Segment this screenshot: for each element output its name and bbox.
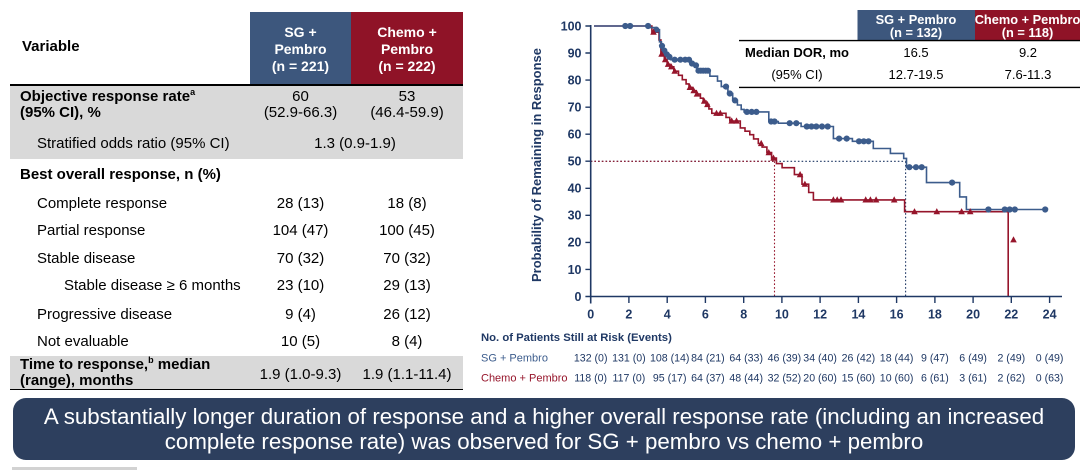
svg-text:12: 12 — [813, 308, 827, 322]
svg-text:40: 40 — [568, 182, 582, 196]
svg-text:Median DOR, mo: Median DOR, mo — [745, 45, 849, 60]
svg-text:10: 10 — [568, 263, 582, 277]
svg-text:SG + Pembro: SG + Pembro — [481, 353, 548, 365]
svg-text:48 (44): 48 (44) — [729, 373, 763, 385]
svg-text:117 (0): 117 (0) — [613, 373, 646, 385]
svg-text:9 (47): 9 (47) — [921, 353, 949, 365]
svg-text:22: 22 — [1004, 308, 1018, 322]
svg-text:Chemo + Pembro: Chemo + Pembro — [975, 12, 1080, 27]
svg-text:10: 10 — [775, 308, 789, 322]
svg-text:108 (14): 108 (14) — [650, 353, 689, 365]
svg-text:80: 80 — [568, 73, 582, 87]
svg-text:0: 0 — [587, 308, 594, 322]
svg-text:(n = 132): (n = 132) — [890, 25, 942, 40]
svg-text:4: 4 — [664, 308, 671, 322]
svg-text:No. of Patients Still at Risk: No. of Patients Still at Risk (Events) — [481, 332, 672, 344]
svg-text:0: 0 — [575, 290, 582, 304]
svg-text:70: 70 — [568, 101, 582, 115]
svg-text:34 (40): 34 (40) — [803, 353, 837, 365]
svg-text:132 (0): 132 (0) — [574, 353, 608, 365]
svg-text:100: 100 — [561, 19, 582, 33]
svg-text:(95% CI): (95% CI) — [771, 67, 822, 82]
svg-text:6 (61): 6 (61) — [921, 373, 949, 385]
svg-text:8: 8 — [740, 308, 747, 322]
svg-text:64 (37): 64 (37) — [691, 373, 725, 385]
svg-text:20: 20 — [966, 308, 980, 322]
svg-text:9.2: 9.2 — [1019, 45, 1037, 60]
svg-text:30: 30 — [568, 209, 582, 223]
svg-text:12.7-19.5: 12.7-19.5 — [889, 67, 944, 82]
svg-text:16.5: 16.5 — [903, 45, 928, 60]
svg-text:2 (49): 2 (49) — [997, 353, 1025, 365]
svg-text:60: 60 — [568, 128, 582, 142]
svg-text:0 (49): 0 (49) — [1036, 353, 1064, 365]
svg-text:10 (60): 10 (60) — [880, 373, 914, 385]
svg-text:6: 6 — [702, 308, 709, 322]
svg-text:90: 90 — [568, 46, 582, 60]
svg-text:16: 16 — [890, 308, 904, 322]
svg-text:SG + Pembro: SG + Pembro — [876, 12, 957, 27]
svg-text:64 (33): 64 (33) — [729, 353, 763, 365]
svg-text:26 (42): 26 (42) — [842, 353, 876, 365]
svg-text:50: 50 — [568, 155, 582, 169]
svg-text:7.6-11.3: 7.6-11.3 — [1005, 67, 1052, 82]
svg-text:24: 24 — [1043, 308, 1057, 322]
svg-text:18: 18 — [928, 308, 942, 322]
svg-text:20: 20 — [568, 236, 582, 250]
svg-text:15 (60): 15 (60) — [842, 373, 876, 385]
svg-text:118 (0): 118 (0) — [574, 373, 607, 385]
svg-text:3 (61): 3 (61) — [959, 373, 987, 385]
svg-text:46 (39): 46 (39) — [768, 353, 802, 365]
svg-text:20 (60): 20 (60) — [803, 373, 837, 385]
svg-text:32 (52): 32 (52) — [768, 373, 802, 385]
svg-text:2: 2 — [625, 308, 632, 322]
svg-text:Chemo + Pembro: Chemo + Pembro — [481, 373, 568, 385]
svg-text:2 (62): 2 (62) — [997, 373, 1025, 385]
svg-text:(n = 118): (n = 118) — [1002, 25, 1054, 40]
svg-text:6 (49): 6 (49) — [959, 353, 987, 365]
svg-text:0 (63): 0 (63) — [1036, 373, 1064, 385]
svg-text:14: 14 — [851, 308, 865, 322]
svg-text:Probability of Remaining in Re: Probability of Remaining in Response — [529, 48, 544, 282]
svg-text:131 (0): 131 (0) — [612, 353, 646, 365]
svg-text:18 (44): 18 (44) — [880, 353, 914, 365]
svg-text:95 (17): 95 (17) — [653, 373, 687, 385]
svg-text:84 (21): 84 (21) — [691, 353, 725, 365]
